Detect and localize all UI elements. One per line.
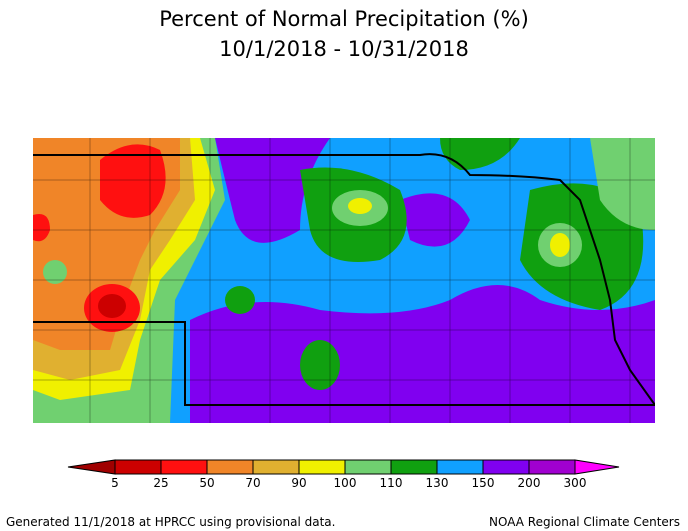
legend-label: 5 — [111, 476, 119, 490]
legend-label: 300 — [564, 476, 587, 490]
title: Percent of Normal Precipitation (%) — [159, 7, 529, 31]
legend-arrow — [67, 459, 116, 475]
legend-arrow — [574, 459, 620, 475]
legend-swatch — [528, 459, 576, 475]
legend-swatch — [390, 459, 438, 475]
legend-swatch — [436, 459, 484, 475]
legend-label: 110 — [380, 476, 403, 490]
footer-left: Generated 11/1/2018 at HPRCC using provi… — [6, 515, 335, 529]
map — [33, 138, 655, 423]
legend-label: 130 — [426, 476, 449, 490]
legend-label: 50 — [199, 476, 214, 490]
legend-swatch — [160, 459, 208, 475]
legend-label: 90 — [291, 476, 306, 490]
legend-swatch — [298, 459, 346, 475]
legend-swatch — [206, 459, 254, 475]
legend-swatch — [252, 459, 300, 475]
legend: 5 25 50 70 90 100 110 130 150 200 300 — [67, 459, 620, 490]
subtitle: 10/1/2018 - 10/31/2018 — [219, 37, 469, 61]
legend-label: 70 — [245, 476, 260, 490]
legend-label: 200 — [518, 476, 541, 490]
legend-swatch — [344, 459, 392, 475]
legend-label: 150 — [472, 476, 495, 490]
legend-swatch — [114, 459, 162, 475]
legend-label: 100 — [334, 476, 357, 490]
footer-right: NOAA Regional Climate Centers — [489, 515, 680, 529]
legend-swatch — [482, 459, 530, 475]
legend-label: 25 — [153, 476, 168, 490]
